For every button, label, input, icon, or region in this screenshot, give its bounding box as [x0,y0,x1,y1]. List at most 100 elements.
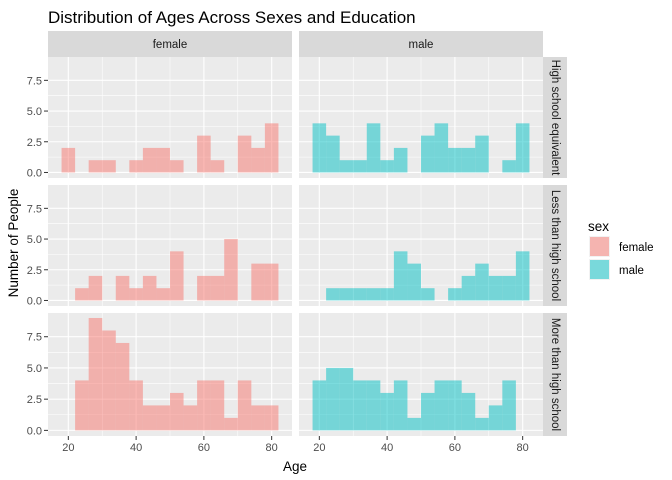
y-axes: 0.0 2.5 5.0 7.5 0.0 2.5 5.0 7.5 0.0 2.5 5.0 7.5 [27,75,48,437]
bar-female-54 [183,405,198,431]
panel-bars [312,123,530,173]
bar-male-26 [339,367,354,431]
bar-male-78 [515,251,530,301]
x-tick-label: 20 [313,442,325,454]
bar-female-74 [251,405,265,431]
bar-female-22 [75,380,89,431]
bar-male-70 [488,405,503,431]
strip-label-more-than-high-school: More than high school [549,318,561,431]
bar-female-78 [264,263,279,301]
bar-female-38 [129,288,143,301]
bar-female-46 [156,288,170,301]
bar-female-46 [156,147,170,173]
y-tick-label: 2.5 [27,394,42,406]
bar-male-50 [421,135,435,173]
panel-less-than-high-school-male [299,185,543,306]
x-tick-label: 80 [266,442,278,454]
panel-more-than-high-school-male [299,313,543,436]
bar-female-62 [210,275,225,301]
y-tick-label: 7.5 [27,332,42,344]
bar-female-50 [170,251,184,301]
bar-female-22 [75,288,89,301]
bar-female-18 [61,147,76,173]
bar-male-22 [326,288,340,301]
panels: female male High school equivalent Less tha… [48,31,567,436]
bar-female-26 [88,160,103,173]
bar-female-58 [197,275,211,301]
panel-high-school-equivalent-female [48,57,292,178]
bar-female-74 [251,147,265,173]
bar-male-22 [326,367,340,431]
y-tick-label: 7.5 [27,203,42,215]
bar-female-58 [197,380,211,431]
bar-male-62 [461,275,476,301]
bar-male-38 [380,392,394,431]
strip-male [299,31,543,57]
x-tick-label: 60 [449,442,461,454]
x-tick-label: 80 [517,442,529,454]
y-tick-label: 0.0 [27,167,42,179]
bar-male-38 [380,160,394,173]
x-axis-title: Age [283,459,307,474]
bar-male-66 [475,263,489,301]
bar-female-50 [170,160,184,173]
bar-female-42 [142,405,157,431]
bar-male-18 [312,380,327,431]
bar-male-74 [502,160,516,173]
bar-male-26 [339,288,354,301]
x-tick-label: 60 [198,442,210,454]
strip-female [48,31,292,57]
strip-label-less-than-high-school: Less than high school [549,190,561,301]
bar-male-38 [380,288,394,301]
panel-more-than-high-school-female [48,313,292,436]
panel-high-school-equivalent-male [299,57,543,178]
bar-female-78 [264,405,279,431]
bar-female-58 [197,135,211,173]
y-tick-label: 7.5 [27,75,42,87]
bar-male-42 [393,251,408,301]
legend-key-male [590,260,609,279]
bar-female-42 [142,275,157,301]
bar-male-42 [393,147,408,173]
bar-male-74 [502,380,516,431]
bar-female-50 [170,392,184,431]
x-tick-label: 20 [62,442,74,454]
legend-label-female: female [619,242,654,254]
x-axes: 20 40 60 80 20 40 60 80 [62,436,529,454]
bar-male-34 [366,288,381,301]
bar-male-30 [353,288,367,301]
panel-bars [312,367,516,431]
y-axis-title: Number of People [6,189,21,298]
bar-female-42 [142,147,157,173]
y-tick-label: 2.5 [27,265,42,277]
bar-male-54 [434,123,449,173]
bar-female-46 [156,405,170,431]
bar-male-30 [353,380,367,431]
panel-bars [75,239,279,301]
bar-male-46 [407,263,421,301]
bar-male-58 [448,380,462,431]
panel-bars [326,251,530,301]
bar-female-70 [237,380,252,431]
bar-male-34 [366,380,381,431]
bar-female-66 [224,417,238,431]
bar-female-74 [251,263,265,301]
legend-key-female [590,237,609,256]
bar-male-34 [366,123,381,173]
bar-male-26 [339,160,354,173]
bar-male-50 [421,392,435,431]
bar-male-54 [434,380,449,431]
bar-male-66 [475,135,489,173]
y-tick-label: 5.0 [27,234,42,246]
bar-male-42 [393,380,408,431]
strip-less-than-high-school [543,185,567,306]
bar-male-58 [448,288,462,301]
legend-label-male: male [619,265,644,277]
bar-male-58 [448,147,462,173]
bar-male-66 [475,417,489,431]
bar-female-38 [129,160,143,173]
bar-female-66 [224,239,238,301]
bar-male-46 [407,417,421,431]
strip-label-male: male [409,39,434,51]
